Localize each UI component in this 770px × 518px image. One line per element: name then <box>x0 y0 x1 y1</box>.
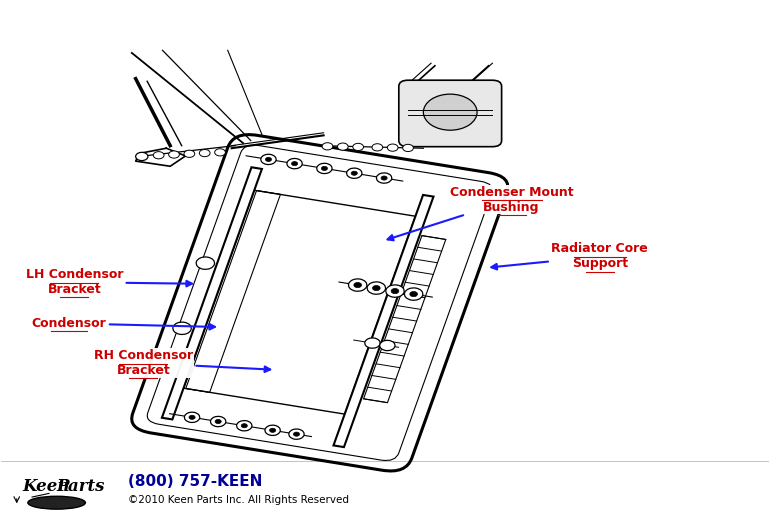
Polygon shape <box>136 148 186 166</box>
Circle shape <box>365 338 380 348</box>
Circle shape <box>169 151 179 158</box>
Circle shape <box>380 340 395 351</box>
Text: (800) 757-KEEN: (800) 757-KEEN <box>128 474 263 489</box>
FancyBboxPatch shape <box>399 80 501 147</box>
Circle shape <box>196 257 215 269</box>
Text: Condenser Mount
Bushing: Condenser Mount Bushing <box>387 186 574 240</box>
Circle shape <box>261 154 276 165</box>
Circle shape <box>351 171 357 175</box>
Circle shape <box>373 285 380 291</box>
Circle shape <box>292 162 298 166</box>
Text: LH Condensor
Bracket: LH Condensor Bracket <box>25 268 192 296</box>
Bar <box>186 191 280 392</box>
Circle shape <box>322 143 333 150</box>
Text: Keen: Keen <box>23 478 70 495</box>
Circle shape <box>321 166 327 170</box>
Circle shape <box>266 157 272 162</box>
Circle shape <box>387 144 398 151</box>
Circle shape <box>346 168 362 178</box>
Circle shape <box>386 285 404 297</box>
Circle shape <box>381 176 387 180</box>
Circle shape <box>372 143 383 151</box>
Bar <box>363 236 446 402</box>
Text: RH Condensor
Bracket: RH Condensor Bracket <box>94 349 270 377</box>
Bar <box>162 167 262 420</box>
Circle shape <box>410 292 417 297</box>
Circle shape <box>236 421 252 431</box>
Circle shape <box>349 279 367 291</box>
Circle shape <box>404 288 423 300</box>
Ellipse shape <box>28 496 85 509</box>
Circle shape <box>184 150 195 157</box>
Text: Condensor: Condensor <box>32 317 215 330</box>
Circle shape <box>153 152 164 159</box>
Bar <box>333 195 434 447</box>
Circle shape <box>403 145 413 152</box>
Circle shape <box>353 143 363 151</box>
Circle shape <box>293 432 300 436</box>
Circle shape <box>136 152 148 161</box>
Circle shape <box>199 150 210 156</box>
Circle shape <box>377 173 392 183</box>
Circle shape <box>287 159 303 169</box>
Text: Radiator Core
Support: Radiator Core Support <box>491 242 648 270</box>
Circle shape <box>184 412 199 423</box>
Circle shape <box>215 149 226 156</box>
Circle shape <box>241 424 247 428</box>
Text: ©2010 Keen Parts Inc. All Rights Reserved: ©2010 Keen Parts Inc. All Rights Reserve… <box>128 495 349 505</box>
Circle shape <box>367 282 386 294</box>
Circle shape <box>210 416 226 427</box>
Text: Parts: Parts <box>57 478 105 495</box>
Circle shape <box>354 282 362 287</box>
Circle shape <box>391 289 399 294</box>
Circle shape <box>215 420 221 424</box>
Circle shape <box>270 428 276 433</box>
Circle shape <box>172 322 191 335</box>
Circle shape <box>337 143 348 150</box>
Circle shape <box>316 163 332 174</box>
Bar <box>183 190 416 414</box>
Circle shape <box>289 429 304 439</box>
Circle shape <box>189 415 195 420</box>
Circle shape <box>424 94 477 130</box>
Circle shape <box>265 425 280 436</box>
